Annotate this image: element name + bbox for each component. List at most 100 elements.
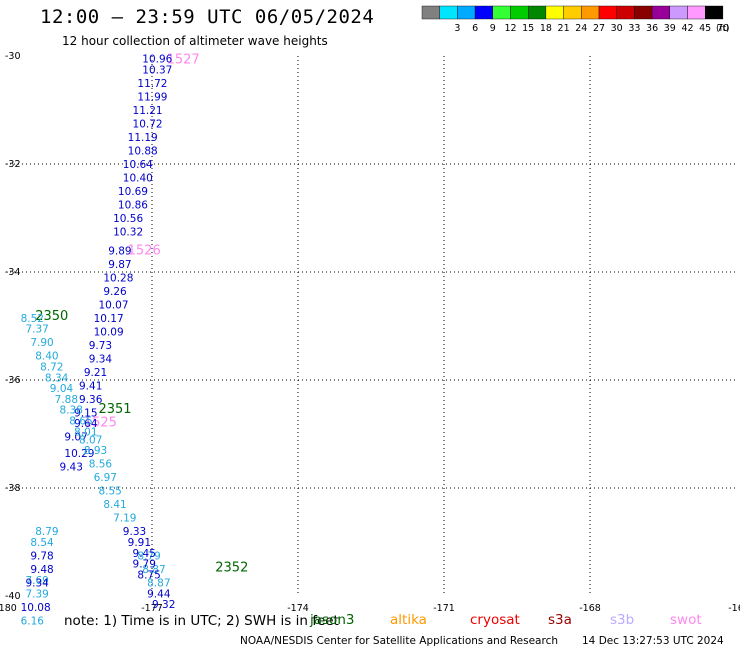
- wave-height-value: 10.17: [94, 313, 124, 325]
- wave-height-value: 11.21: [133, 105, 163, 117]
- pass-number-label: 2352: [215, 560, 248, 575]
- legend-swatch: [669, 5, 688, 20]
- lat-lon-grid: [6, 56, 736, 596]
- legend-tick-label: 12: [504, 23, 516, 34]
- wave-height-value: 9.78: [30, 551, 53, 563]
- y-tick-label: -30: [5, 51, 21, 62]
- x-tick-label: -180: [0, 603, 17, 614]
- wave-height-value: 9.91: [128, 537, 151, 549]
- pass-number-label: 2351: [98, 402, 131, 417]
- wave-height-value: 11.72: [137, 78, 167, 90]
- footer-timestamp: 14 Dec 13:27:53 UTC 2024: [582, 635, 724, 647]
- legend-swatch: [687, 5, 706, 20]
- satellite-label-cryosat: cryosat: [470, 612, 520, 628]
- wave-height-value: 9.21: [84, 367, 107, 379]
- legend-tick-label: 21: [558, 23, 570, 34]
- legend-tick-label: 24: [575, 23, 587, 34]
- wave-height-value: 7.39: [25, 588, 48, 600]
- wave-height-value: 7.90: [30, 337, 53, 349]
- wave-height-value: 9.45: [133, 548, 156, 560]
- wave-height-value: 8.72: [40, 362, 63, 374]
- wave-height-value: 8.01: [74, 426, 97, 438]
- legend-tick-label: 27: [593, 23, 605, 34]
- wave-height-value: 8.34: [45, 372, 69, 384]
- wave-height-value: 10.09: [94, 326, 124, 338]
- wave-height-value: 8.41: [103, 499, 126, 511]
- note-text: note: 1) Time is in UTC; 2) SWH is in fe…: [64, 613, 339, 629]
- y-tick-label: -34: [5, 267, 21, 278]
- legend-tick-label: 9: [490, 23, 496, 34]
- legend-swatch: [545, 5, 564, 20]
- wave-height-value: 7.37: [25, 324, 48, 336]
- wave-height-value: 9.41: [79, 380, 102, 392]
- satellite-label-s3b: s3b: [610, 612, 635, 628]
- wave-height-value: 7.19: [113, 513, 136, 525]
- wave-height-value: 9.43: [60, 461, 83, 473]
- wave-height-value: 8.52: [21, 313, 44, 325]
- wave-height-value: 10.86: [118, 200, 148, 212]
- legend-swatch: [439, 5, 458, 20]
- legend-swatch: [598, 5, 617, 20]
- wave-height-value: 10.07: [98, 299, 128, 311]
- x-tick-label: -16: [728, 603, 740, 614]
- legend-swatch: [581, 5, 600, 20]
- wave-height-value: 9.64: [74, 418, 98, 430]
- legend-tick-label: 18: [540, 23, 552, 34]
- pass-number-label: 1526: [128, 243, 161, 258]
- axis-ticks: -30 -32 -34 -36 -38 -40-180 -177 -174 -171 -168 -1…: [0, 51, 740, 614]
- wave-height-value: 9.34: [25, 578, 49, 590]
- legend-swatch: [457, 5, 476, 20]
- y-tick-label: -40: [5, 591, 21, 602]
- wave-height-value: 7.88: [55, 394, 78, 406]
- satellite-label-jason3: jason3: [310, 612, 355, 628]
- x-tick-label: -171: [433, 603, 455, 614]
- wave-height-value: 8.54: [30, 537, 54, 549]
- wave-height-value: 8.07: [79, 434, 102, 446]
- wave-height-value: 7.69: [25, 575, 48, 587]
- wave-height-value: 10.72: [133, 119, 163, 131]
- legend-unit: (ft): [716, 24, 730, 34]
- wave-height-value: 10.96: [142, 54, 172, 66]
- wave-height-value: 8.93: [84, 445, 107, 457]
- legend-swatch: [510, 5, 529, 20]
- map-title: 12:00 — 23:59 UTC 06/05/2024: [40, 6, 375, 28]
- wave-height-value: 8.79: [137, 551, 160, 563]
- wave-height-value: 8.75: [137, 569, 160, 581]
- wave-height-value: 9.04: [50, 383, 74, 395]
- wave-height-value: 11.99: [137, 92, 167, 104]
- wave-height-value: 9.34: [89, 353, 113, 365]
- legend-tick-label: 30: [611, 23, 623, 34]
- legend-tick-label: 33: [628, 23, 640, 34]
- legend-tick-label: 36: [646, 23, 658, 34]
- map-subtitle: 12 hour collection of altimeter wave hei…: [62, 34, 328, 48]
- wave-height-value: 10.08: [21, 602, 51, 614]
- wave-height-value: 9.36: [79, 394, 103, 406]
- wave-height-value: 10.40: [123, 173, 153, 185]
- wave-height-value: 8.40: [35, 351, 58, 363]
- wave-height-value: 8.79: [35, 526, 58, 538]
- legend-swatch: [421, 5, 440, 20]
- legend-tick-label: 45: [699, 23, 711, 34]
- y-tick-label: -38: [5, 483, 21, 494]
- wave-height-value: 10.37: [142, 65, 172, 77]
- wave-height-value: 8.87: [147, 578, 170, 590]
- wave-height-value: 6.16: [21, 615, 45, 627]
- pass-number-label: 1525: [84, 416, 117, 431]
- legend-swatch: [528, 5, 547, 20]
- wave-height-value: 10.29: [64, 448, 94, 460]
- wave-height-value: 10.88: [128, 146, 158, 158]
- legend-tick-label: 3: [454, 23, 460, 34]
- wave-height-value: 8.55: [98, 486, 121, 498]
- wave-height-value: 9.44: [147, 588, 171, 600]
- wave-height-value: 9.32: [152, 599, 175, 611]
- legend-swatch: [492, 5, 511, 20]
- wave-height-value: 9.89: [108, 245, 131, 257]
- legend-tick-label: 6: [472, 23, 478, 34]
- wave-height-value: 6.97: [94, 472, 117, 484]
- wave-height-value: 10.69: [118, 186, 148, 198]
- footer-credit: NOAA/NESDIS Center for Satellite Applica…: [240, 635, 558, 647]
- x-tick-label: -174: [287, 603, 309, 614]
- wave-height-value: 8.38: [60, 405, 83, 417]
- wave-height-value: 8.65: [69, 416, 92, 428]
- x-tick-label: -177: [141, 603, 163, 614]
